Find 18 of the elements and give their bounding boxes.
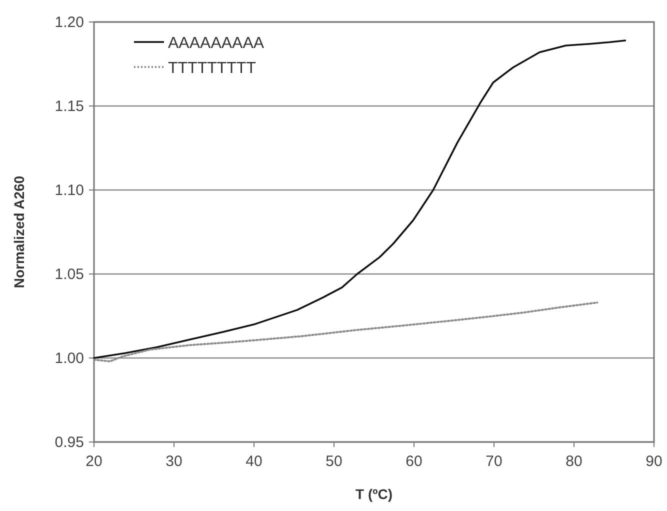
y-axis-title: Normalized A260: [11, 176, 27, 288]
y-tick-label: 1.20: [54, 14, 84, 31]
x-axis-title: T (ºC): [356, 486, 392, 502]
legend-label: AAAAAAAAA: [168, 35, 264, 52]
x-tick-label: 50: [326, 453, 342, 470]
y-tick-label: 0.95: [54, 434, 84, 451]
x-tick-label: 90: [646, 453, 662, 470]
x-tick-label: 60: [406, 453, 422, 470]
y-tick-label: 1.00: [54, 350, 84, 367]
y-tick-label: 1.10: [54, 182, 84, 199]
x-tick-label: 70: [486, 453, 502, 470]
x-tick-label: 30: [166, 453, 182, 470]
y-tick-label: 1.05: [54, 266, 84, 283]
legend-label: TTTTTTTTT: [168, 60, 256, 77]
y-tick-label: 1.15: [54, 98, 84, 115]
x-tick-label: 20: [86, 453, 102, 470]
x-tick-label: 40: [246, 453, 262, 470]
x-tick-label: 80: [566, 453, 582, 470]
